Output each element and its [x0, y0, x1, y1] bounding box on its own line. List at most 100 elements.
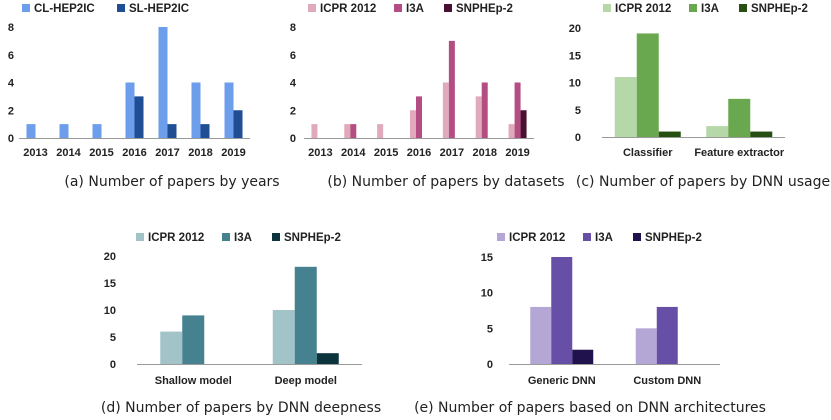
bar-e-0-0: [530, 306, 552, 364]
x-tick-e-1: Custom DNN: [633, 375, 701, 387]
x-tick-b-2: 2015: [374, 147, 398, 159]
y-tick-c-2: 10: [569, 78, 581, 90]
y-tick-c-0: 0: [575, 132, 581, 144]
bar-e-0-1: [635, 328, 657, 364]
bar-b-0-1: [344, 124, 351, 138]
caption-e: (e) Number of papers based on DNN archit…: [414, 400, 766, 416]
legend-label-b-1: I3A: [406, 3, 424, 15]
y-tick-a-2: 4: [8, 78, 15, 90]
bar-a-0-4: [158, 27, 168, 138]
bar-d-0-0: [160, 331, 183, 364]
legend-swatch-c-1: [689, 4, 697, 12]
y-tick-d-2: 10: [104, 305, 116, 317]
bar-b-2-6: [520, 110, 527, 138]
bar-c-2-1: [750, 131, 773, 137]
legend-label-b-0: ICPR 2012: [320, 3, 376, 15]
x-tick-b-1: 2014: [341, 147, 366, 159]
legend-label-a-0: CL-HEP2IC: [34, 3, 95, 15]
bar-a-1-6: [233, 110, 243, 138]
caption-c: (c) Number of papers by DNN usage: [576, 174, 830, 190]
legend-swatch-e-2: [633, 233, 641, 241]
x-tick-a-3: 2016: [122, 147, 146, 159]
y-tick-b-2: 4: [290, 78, 297, 90]
y-tick-b-0: 0: [290, 133, 296, 145]
bar-d-0-1: [272, 310, 295, 364]
legend-swatch-e-0: [497, 233, 505, 241]
bar-b-1-6: [514, 82, 521, 138]
caption-b: (b) Number of papers by datasets: [327, 174, 564, 190]
bar-a-0-3: [125, 82, 135, 138]
y-tick-d-3: 15: [104, 278, 116, 290]
legend-swatch-c-0: [603, 4, 611, 12]
y-tick-d-0: 0: [110, 359, 116, 371]
bar-c-0-1: [706, 126, 729, 137]
caption-a: (a) Number of papers by years: [64, 174, 279, 190]
legend-label-d-2: SNPHEp-2: [284, 232, 341, 244]
bar-b-1-5: [481, 82, 488, 138]
legend-label-d-1: I3A: [234, 232, 252, 244]
x-tick-b-3: 2016: [407, 147, 431, 159]
bar-c-1-1: [728, 98, 751, 137]
legend-swatch-c-2: [739, 4, 747, 12]
bar-d-1-1: [294, 266, 317, 364]
y-tick-c-3: 15: [569, 50, 581, 62]
bar-b-0-3: [410, 110, 416, 138]
bar-a-0-2: [92, 124, 102, 138]
chart-b: ICPR 2012 I3A SNPHEp-2 0 2 4 6 8 2013 2014 2015 201…: [290, 3, 565, 190]
y-tick-e-3: 15: [481, 252, 493, 264]
x-tick-d-0: Shallow model: [155, 375, 232, 387]
bar-b-0-2: [377, 124, 384, 138]
x-tick-b-0: 2013: [308, 147, 332, 159]
bar-e-1-1: [656, 306, 678, 364]
chart-d: ICPR 2012 I3A SNPHEp-2 0 5 10 15 20 Shallow mode…: [101, 232, 381, 416]
legend-swatch-b-0: [308, 4, 316, 12]
legend-swatch-d-0: [136, 233, 144, 241]
legend-label-c-1: I3A: [701, 3, 719, 15]
y-tick-b-3: 6: [290, 50, 296, 62]
x-tick-b-4: 2017: [440, 147, 464, 159]
legend-label-e-1: I3A: [595, 232, 613, 244]
x-tick-b-6: 2019: [505, 147, 529, 159]
legend-swatch-a-1: [117, 4, 125, 12]
bar-a-1-5: [200, 124, 210, 138]
y-tick-c-1: 5: [575, 105, 581, 117]
chart-a: CL-HEP2IC SL-HEP2IC 0 2 4 6 8 2013 2014 2015 2016 2…: [8, 3, 280, 190]
y-tick-a-1: 2: [8, 105, 14, 117]
bar-c-1-0: [636, 33, 659, 138]
bar-a-0-1: [59, 124, 69, 138]
y-tick-e-1: 5: [487, 323, 493, 335]
y-tick-d-4: 20: [104, 251, 116, 263]
bar-c-0-0: [614, 77, 637, 137]
x-tick-a-1: 2014: [56, 147, 81, 159]
bar-b-0-4: [442, 82, 449, 138]
bar-a-0-0: [26, 124, 36, 138]
x-tick-a-4: 2017: [155, 147, 179, 159]
bar-d-2-1: [316, 353, 339, 364]
legend-swatch-d-1: [222, 233, 230, 241]
legend-swatch-a-0: [22, 4, 30, 12]
bar-b-0-5: [475, 96, 482, 138]
y-tick-d-1: 5: [110, 332, 116, 344]
legend-label-e-0: ICPR 2012: [509, 232, 565, 244]
legend-swatch-b-1: [394, 4, 402, 12]
y-tick-a-3: 6: [8, 50, 14, 62]
x-tick-a-2: 2015: [89, 147, 113, 159]
x-tick-a-0: 2013: [23, 147, 47, 159]
bar-b-1-3: [416, 96, 422, 138]
y-tick-e-2: 10: [481, 288, 493, 300]
x-tick-c-0: Classifier: [623, 147, 673, 159]
bar-b-1-1: [350, 124, 357, 138]
bar-a-1-3: [134, 96, 144, 138]
x-tick-e-0: Generic DNN: [528, 375, 596, 387]
legend-swatch-b-2: [444, 4, 452, 12]
bar-a-0-5: [191, 82, 201, 138]
bar-a-1-4: [167, 124, 177, 138]
y-tick-a-4: 8: [8, 22, 14, 34]
caption-d: (d) Number of papers by DNN deepness: [101, 400, 381, 416]
legend-label-c-0: ICPR 2012: [615, 3, 671, 15]
legend-label-a-1: SL-HEP2IC: [129, 3, 189, 15]
bar-b-0-0: [311, 124, 318, 138]
bar-b-1-4: [448, 40, 455, 138]
legend-label-b-2: SNPHEp-2: [456, 3, 513, 15]
